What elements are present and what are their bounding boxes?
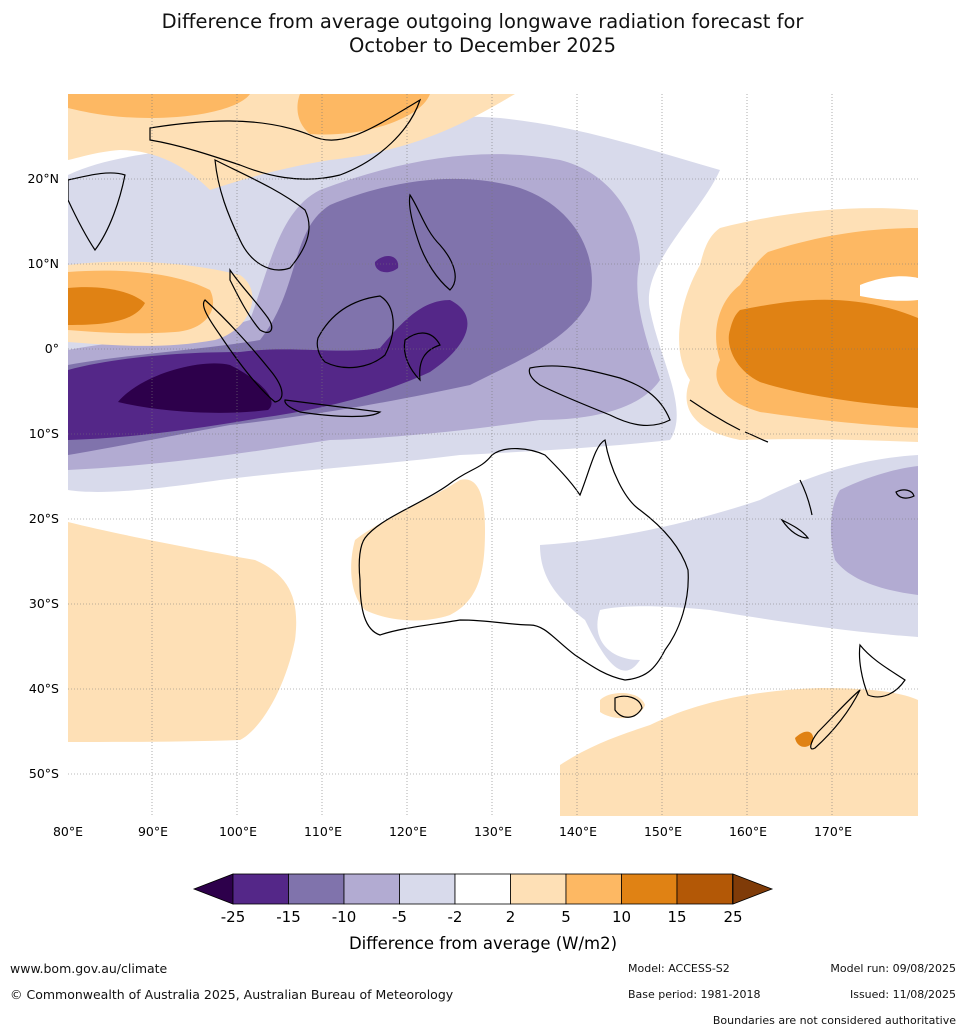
lon-tick-label: 150°E (644, 824, 682, 839)
colorbar-segment (399, 873, 456, 905)
coastline-sumatra (202, 299, 283, 403)
lat-tick-labels: 20°N 10°N 0° 10°S 20°S 30°S 40°S 50°S (27, 171, 59, 781)
coastline-philippines (408, 193, 456, 291)
colorbar-segment (510, 873, 567, 905)
colorbar-segment (343, 873, 400, 905)
lon-tick-label: 120°E (389, 824, 427, 839)
coastline-australia (358, 439, 689, 681)
footer-model-run: Model run: 09/08/2025 (830, 962, 956, 975)
anomaly-area-light-purple-se (540, 455, 918, 671)
anomaly-area-light-orange-south (560, 688, 918, 816)
footer-model: Model: ACCESS-S2 (628, 962, 730, 975)
coastline-indochina (214, 158, 310, 271)
colorbar-segment (676, 873, 733, 905)
footer-url[interactable]: www.bom.gov.au/climate (10, 961, 168, 976)
colorbar-title: Difference from average (W/m2) (349, 934, 617, 953)
white-gap-pacific (860, 276, 918, 301)
lat-tick-label: 10°S (29, 426, 59, 441)
anomaly-area-light-orange-australia (351, 479, 485, 621)
lon-tick-labels: 80°E 90°E 100°E 110°E 120°E 130°E 140°E … (53, 824, 852, 839)
colorbar-segment (565, 873, 622, 905)
colorbar-segment (232, 873, 289, 905)
anomaly-area-light-orange-southwest (68, 522, 297, 742)
title-line-2: October to December 2025 (349, 34, 616, 57)
coastline-india (68, 172, 126, 252)
anomaly-area-orange-north (68, 94, 430, 135)
colorbar-tick-label: -15 (276, 908, 301, 926)
coastline-java (284, 399, 382, 418)
gridlines (68, 94, 918, 816)
lon-tick-label: 110°E (304, 824, 342, 839)
coastline-solomon-islands (689, 399, 769, 443)
lon-tick-label: 160°E (729, 824, 767, 839)
colorbar-segments (232, 873, 733, 905)
anomaly-area-darkest-purple (118, 363, 272, 413)
colorbar-extend-high (732, 873, 774, 905)
anomaly-area-light-orange-north (68, 94, 515, 190)
coastlines (68, 98, 915, 750)
colorbar-extend-low (192, 873, 234, 905)
lat-tick-label: 20°S (29, 511, 59, 526)
colorbar-tick-label: 5 (561, 908, 571, 926)
colorbar-tick-label: 10 (612, 908, 631, 926)
coastline-new-caledonia (780, 518, 810, 539)
lon-tick-label: 170°E (814, 824, 852, 839)
lat-tick-label: 50°S (29, 766, 59, 781)
lon-tick-label: 100°E (219, 824, 257, 839)
map-title: Difference from average outgoing longwav… (0, 10, 965, 58)
colorbar-segment (454, 873, 511, 905)
coastline-new-zealand-south (810, 689, 861, 750)
title-line-1: Difference from average outgoing longwav… (161, 10, 804, 33)
lon-tick-label: 140°E (559, 824, 597, 839)
coastline-china-coast (149, 98, 422, 180)
lat-tick-label: 0° (45, 341, 59, 356)
colorbar-tick-label: -10 (332, 908, 357, 926)
colorbar-segment (621, 873, 678, 905)
coastline-tasmania (614, 695, 643, 718)
coastline-malay-peninsula (229, 268, 273, 333)
coastline-sulawesi (403, 332, 441, 382)
anomaly-area-orange-nz (795, 731, 814, 747)
anomaly-area-medium-purple-se (830, 466, 918, 595)
lat-tick-label: 30°S (29, 596, 59, 611)
coastline-fiji (895, 489, 915, 499)
lat-tick-label: 10°N (27, 256, 59, 271)
footer-issued: Issued: 11/08/2025 (849, 988, 956, 1001)
lon-tick-label: 130°E (474, 824, 512, 839)
colorbar-tick-label: 25 (723, 908, 742, 926)
colorbar-tick-label: -25 (221, 908, 246, 926)
lon-tick-label: 90°E (138, 824, 168, 839)
lat-tick-label: 20°N (27, 171, 59, 186)
colorbar-segment (288, 873, 345, 905)
anomaly-area-dark-orange-west (68, 287, 145, 325)
colorbar-tick-label: -2 (448, 908, 463, 926)
anomaly-area-dark-orange-pacific (728, 299, 918, 408)
anomaly-area-light-orange-tasmania (600, 693, 645, 719)
lon-tick-label: 80°E (53, 824, 83, 839)
coastline-vanuatu (799, 479, 813, 516)
footer-disclaimer: Boundaries are not considered authoritat… (712, 1014, 956, 1027)
colorbar: -25 -15 -10 -5 -2 2 5 10 15 25 Differenc… (192, 873, 774, 953)
colorbar-tick-label: -5 (392, 908, 407, 926)
footer-copyright: © Commonwealth of Australia 2025, Austra… (10, 987, 454, 1002)
lat-tick-label: 40°S (29, 681, 59, 696)
footer-base-period: Base period: 1981-2018 (628, 988, 761, 1001)
map-panel (68, 94, 918, 816)
colorbar-tick-label: 15 (667, 908, 686, 926)
coastline-borneo (316, 295, 394, 369)
colorbar-tick-label: 2 (506, 908, 516, 926)
coastline-new-zealand-north (858, 643, 906, 698)
coastline-new-guinea (528, 365, 671, 426)
